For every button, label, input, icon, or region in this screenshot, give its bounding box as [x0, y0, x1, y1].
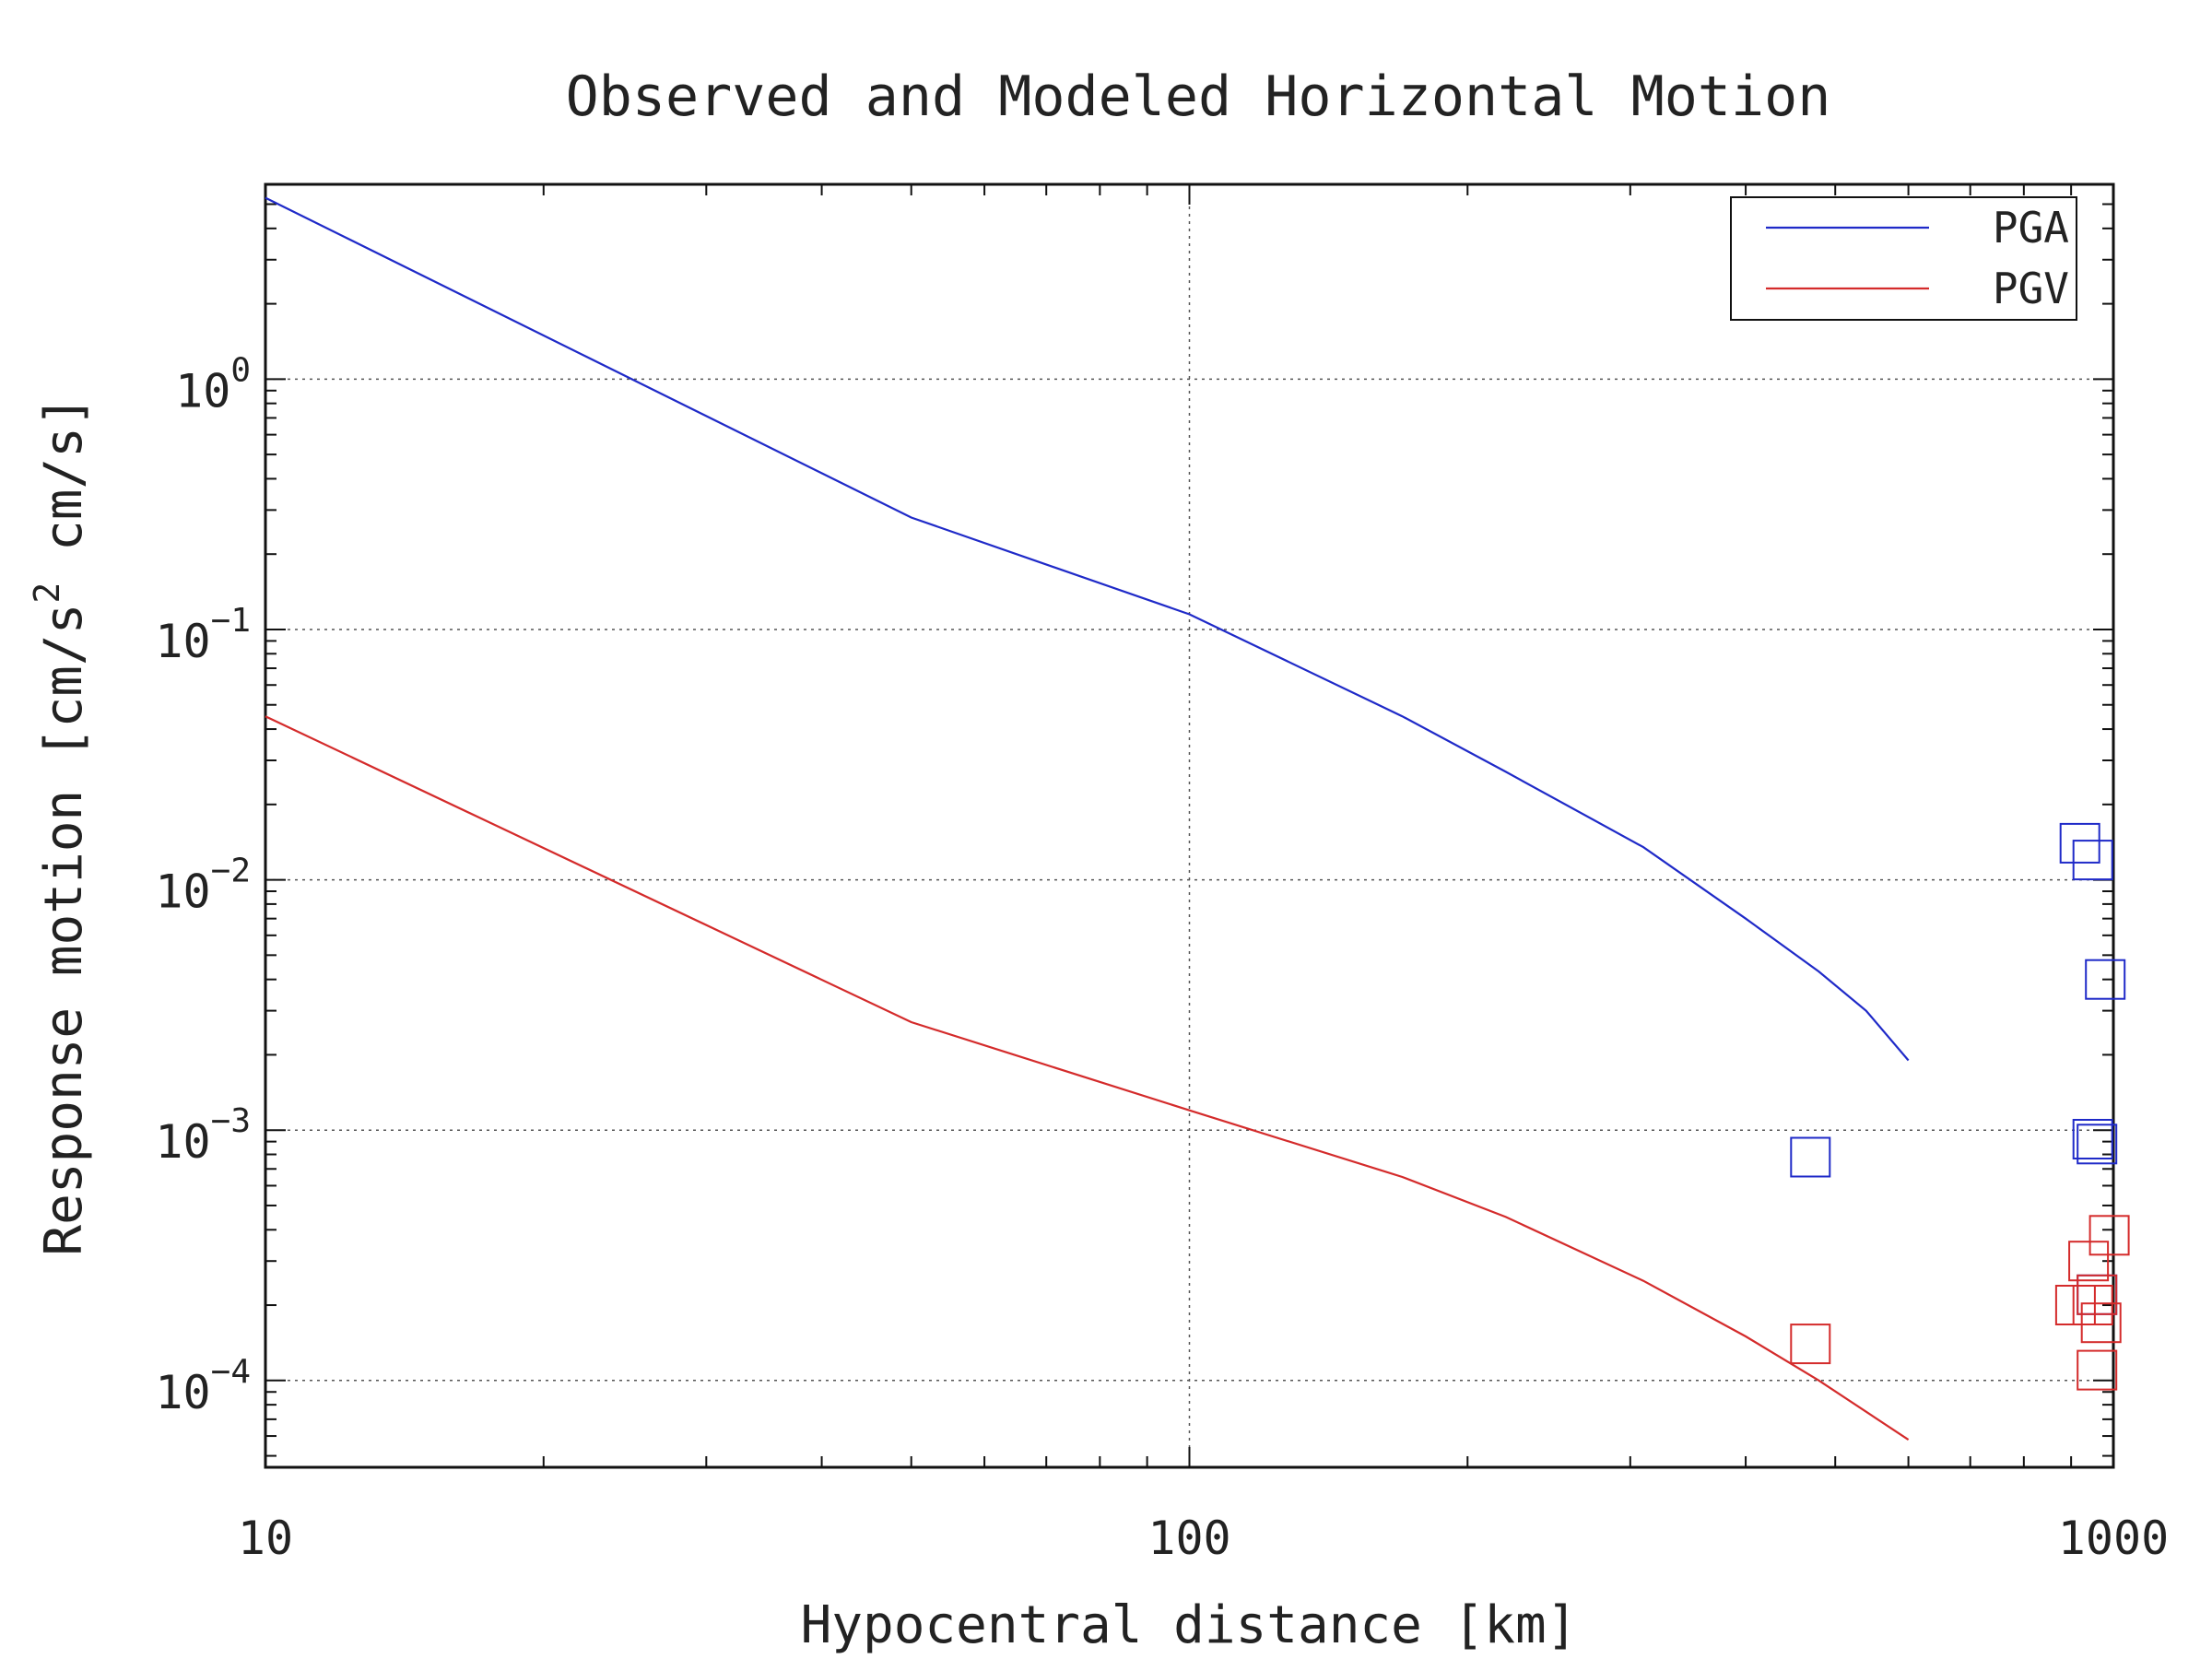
x-tick-label: 10: [238, 1512, 293, 1565]
chart-title: Observed and Modeled Horizontal Motion: [566, 65, 1831, 129]
observed-point-pga: [2059, 822, 2100, 864]
observed-point-pga: [2085, 959, 2126, 1000]
series-line-pgv: [265, 715, 1910, 1441]
observed-point-pgv: [2088, 1215, 2130, 1256]
observed-point-pgv: [2080, 1302, 2122, 1344]
observed-point-pgv: [1790, 1324, 1831, 1365]
y-axis-title-main: Response motion [cm/s: [34, 604, 94, 1256]
observed-point-pgv: [2077, 1349, 2118, 1391]
legend-label-pgv: PGV: [1993, 264, 2069, 313]
observed-point-pgv: [2068, 1241, 2110, 1282]
observed-point-pga: [2077, 1124, 2118, 1165]
tick-marks: [265, 183, 2114, 1467]
y-axis-title: Response motion [cm/s2 cm/s]: [27, 395, 94, 1255]
x-axis-title: Hypocentral distance [km]: [801, 1595, 1578, 1655]
observed-point-pga: [1790, 1136, 1831, 1178]
observed-point-pgv: [2072, 1285, 2113, 1325]
y-tick-label: 10−3: [155, 1102, 251, 1169]
observed-markers: [1790, 822, 2130, 1391]
y-tick-label: 10−1: [155, 602, 251, 668]
y-tick-label: 10−4: [155, 1353, 251, 1419]
observed-point-pgv: [2054, 1285, 2096, 1325]
observed-point-pga: [2072, 840, 2113, 881]
observed-point-pga: [2072, 1119, 2113, 1159]
legend-label-pga: PGA: [1993, 203, 2069, 253]
observed-point-pgv: [2077, 1274, 2118, 1315]
y-axis-title-sup: 2: [27, 582, 67, 604]
x-tick-label: 100: [1147, 1512, 1230, 1565]
y-tick-labels: 100 10−1 10−2 10−3 10−4: [155, 351, 251, 1418]
grid: [265, 184, 2113, 1467]
legend-box: [1730, 196, 2077, 321]
x-tick-labels: 10 100 1000: [238, 1512, 2169, 1565]
series-line-pga: [265, 196, 1910, 1062]
series-lines: [265, 196, 1910, 1441]
y-tick-label: 100: [175, 351, 251, 418]
y-axis-title-tail: cm/s]: [34, 395, 94, 582]
legend: PGA PGV: [1730, 196, 2077, 321]
y-tick-label: 10−2: [155, 853, 251, 919]
x-tick-label: 1000: [2058, 1512, 2169, 1565]
